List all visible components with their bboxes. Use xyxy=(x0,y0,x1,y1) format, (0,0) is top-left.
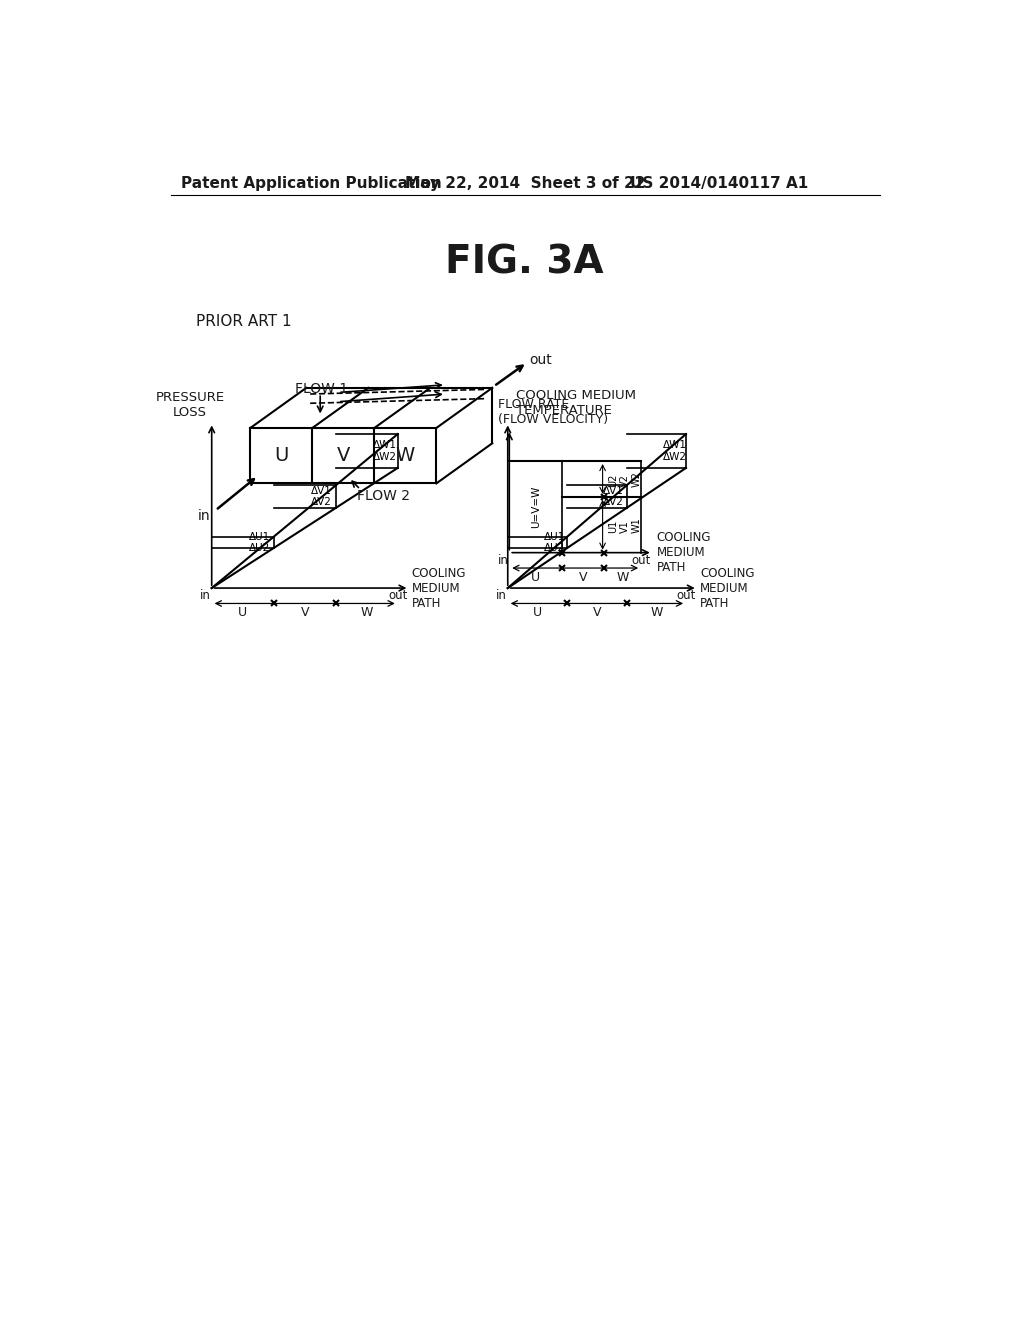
Text: in: in xyxy=(498,554,509,566)
Text: May 22, 2014  Sheet 3 of 22: May 22, 2014 Sheet 3 of 22 xyxy=(406,176,646,190)
Text: W: W xyxy=(360,606,373,619)
Text: U: U xyxy=(532,606,542,619)
Text: FLOW 2: FLOW 2 xyxy=(356,488,410,503)
Text: ΔV1
ΔV2: ΔV1 ΔV2 xyxy=(603,486,624,507)
Text: COOLING
MEDIUM
PATH: COOLING MEDIUM PATH xyxy=(656,531,711,574)
Text: COOLING MEDIUM
TEMPERATURE: COOLING MEDIUM TEMPERATURE xyxy=(515,389,636,417)
Text: V: V xyxy=(579,570,588,583)
Text: ΔU1
ΔU2: ΔU1 ΔU2 xyxy=(249,532,270,553)
Text: W: W xyxy=(396,446,415,465)
Text: U: U xyxy=(274,446,289,465)
Text: W: W xyxy=(616,570,629,583)
Text: U=V=W: U=V=W xyxy=(530,486,541,528)
Text: PRIOR ART 1: PRIOR ART 1 xyxy=(197,314,292,329)
Text: PRESSURE
LOSS: PRESSURE LOSS xyxy=(156,391,224,418)
Text: V: V xyxy=(300,606,309,619)
Text: out: out xyxy=(676,589,695,602)
Text: COOLING
MEDIUM
PATH: COOLING MEDIUM PATH xyxy=(412,566,466,610)
Text: out: out xyxy=(529,354,552,367)
Text: US 2014/0140117 A1: US 2014/0140117 A1 xyxy=(630,176,809,190)
Text: U2
V2
W2: U2 V2 W2 xyxy=(608,471,641,487)
Text: U: U xyxy=(531,570,541,583)
Text: Patent Application Publication: Patent Application Publication xyxy=(180,176,441,190)
Text: FLOW 1: FLOW 1 xyxy=(295,383,348,396)
Text: U1
V1
W1: U1 V1 W1 xyxy=(608,517,641,532)
Text: V: V xyxy=(337,446,350,465)
Text: ΔW1
ΔW2: ΔW1 ΔW2 xyxy=(663,440,686,462)
Text: out: out xyxy=(632,554,650,566)
Text: in: in xyxy=(198,510,210,524)
Text: ΔU1
ΔU2: ΔU1 ΔU2 xyxy=(544,532,565,553)
Text: in: in xyxy=(496,589,507,602)
Text: in: in xyxy=(200,589,211,602)
Text: COOLING
MEDIUM
PATH: COOLING MEDIUM PATH xyxy=(700,566,755,610)
Text: ΔW1
ΔW2: ΔW1 ΔW2 xyxy=(373,440,397,462)
Text: FIG. 3A: FIG. 3A xyxy=(445,243,604,281)
Text: W: W xyxy=(650,606,663,619)
Text: out: out xyxy=(388,589,408,602)
Text: U: U xyxy=(239,606,247,619)
Text: FLOW RATE
(FLOW VELOCITY): FLOW RATE (FLOW VELOCITY) xyxy=(498,397,608,425)
Text: ΔV1
ΔV2: ΔV1 ΔV2 xyxy=(311,486,332,507)
Text: V: V xyxy=(593,606,601,619)
